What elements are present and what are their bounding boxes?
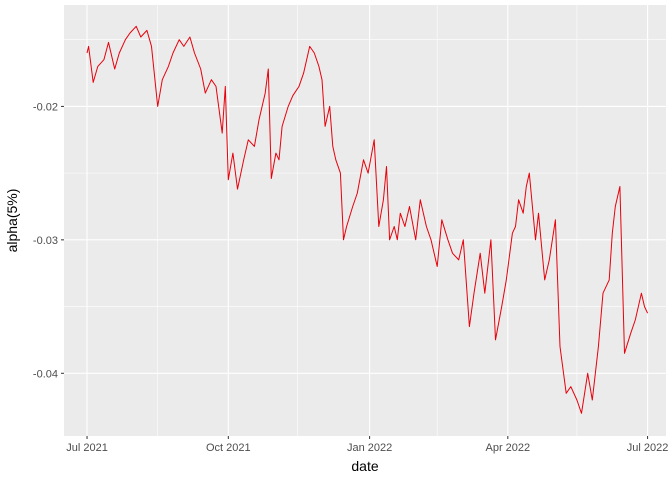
y-tick-label: -0.02 — [33, 101, 58, 113]
x-tick-label: Oct 2021 — [206, 442, 251, 454]
series-layer — [86, 25, 649, 414]
major-gridlines — [64, 5, 666, 436]
x-tick-label: Jul 2022 — [627, 442, 669, 454]
x-axis-title: date — [351, 458, 378, 474]
y-axis-ticks: -0.02 -0.03 -0.04 — [33, 101, 64, 380]
x-tick-label: Apr 2022 — [485, 442, 530, 454]
series-line — [86, 25, 649, 414]
x-tick-label: Jul 2021 — [66, 442, 108, 454]
y-tick-label: -0.04 — [33, 368, 58, 380]
plot-panel — [64, 5, 666, 436]
x-tick-label: Jan 2022 — [347, 442, 392, 454]
x-axis-ticks: Jul 2021 Oct 2021 Jan 2022 Apr 2022 Jul 2022 — [66, 436, 668, 454]
y-axis-title: alpha(5%) — [4, 189, 20, 253]
y-tick-label: -0.03 — [33, 235, 58, 247]
minor-gridlines — [64, 5, 666, 436]
